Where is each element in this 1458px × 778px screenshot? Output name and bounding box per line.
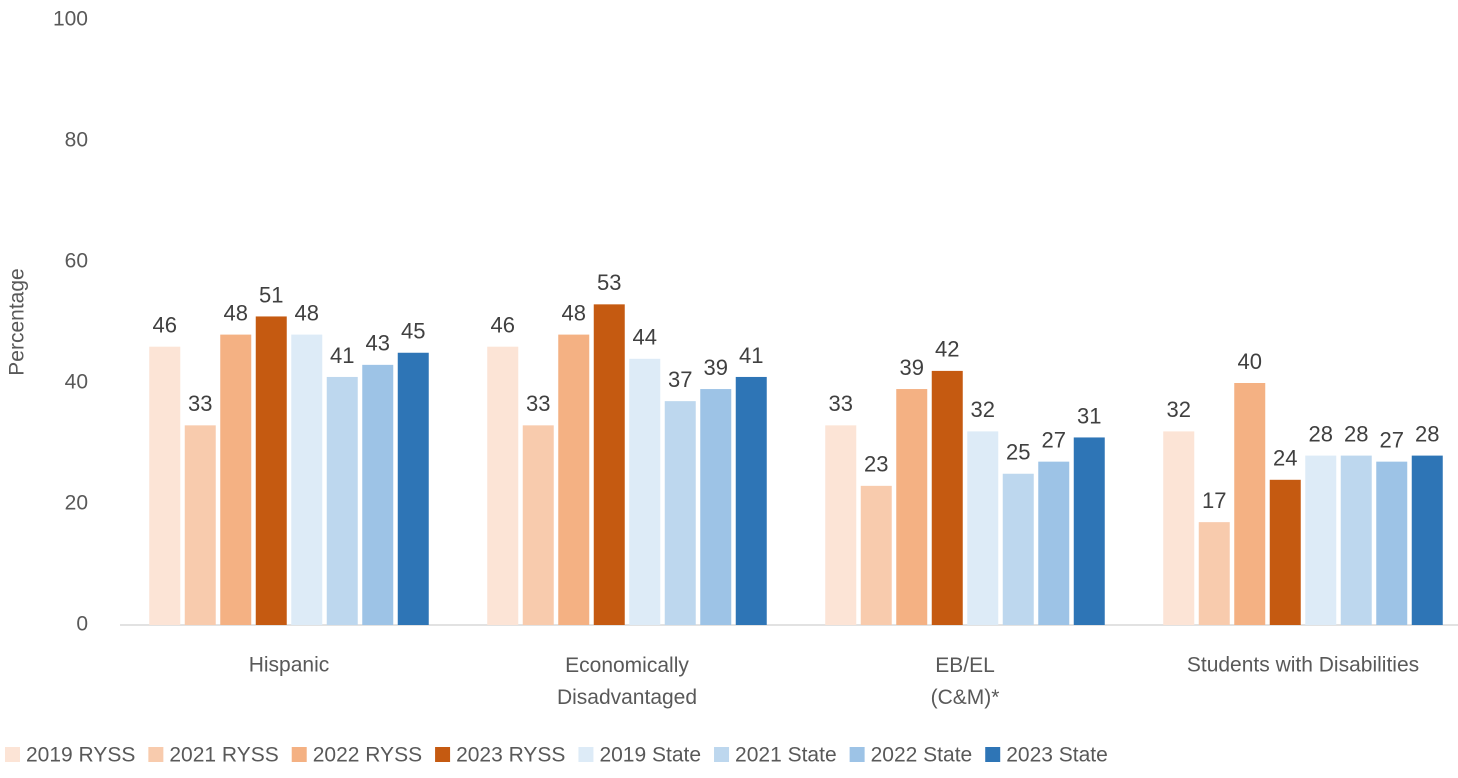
data-label: 53: [597, 270, 621, 295]
bar: [1234, 383, 1266, 625]
data-label: 24: [1273, 446, 1297, 471]
data-label: 17: [1202, 488, 1226, 513]
bar: [1038, 461, 1070, 625]
legend-swatch: [435, 747, 451, 762]
bar: [1376, 461, 1408, 625]
legend-label: 2022 RYSS: [313, 744, 422, 767]
data-label: 39: [900, 355, 924, 380]
legend-swatch: [578, 747, 594, 762]
data-label: 46: [153, 313, 177, 338]
data-label: 32: [1167, 397, 1191, 422]
data-label: 46: [491, 313, 515, 338]
data-label: 31: [1077, 403, 1101, 428]
x-tick-label: Hispanic: [249, 654, 330, 677]
bar: [1002, 473, 1034, 625]
legend-swatch: [5, 747, 20, 762]
data-label: 41: [739, 343, 763, 368]
bar: [1269, 479, 1301, 625]
bar: [255, 316, 287, 625]
data-label: 33: [188, 391, 212, 416]
legend-label: 2021 State: [735, 744, 837, 767]
legend-swatch: [985, 747, 1001, 762]
legend-label: 2021 RYSS: [169, 744, 278, 767]
bar: [1340, 455, 1372, 625]
y-tick-label: 40: [65, 371, 88, 394]
data-label: 33: [829, 391, 853, 416]
bar: [397, 352, 429, 625]
legend-label: 2019 RYSS: [26, 744, 135, 767]
data-label: 51: [259, 282, 283, 307]
data-label: 27: [1042, 427, 1066, 452]
x-tick-label: Students with Disabilities: [1187, 654, 1419, 677]
x-tick-label: Economically Disadvantaged: [557, 654, 697, 709]
y-axis-label: Percentage: [6, 268, 29, 375]
bar: [735, 376, 767, 625]
legend-label: 2022 State: [871, 744, 973, 767]
bar: [326, 376, 358, 625]
data-label: 41: [330, 343, 354, 368]
legend-label: 2023 State: [1006, 744, 1108, 767]
data-label: 27: [1380, 427, 1404, 452]
y-tick-label: 100: [53, 8, 88, 31]
bar: [664, 401, 696, 625]
data-label: 48: [562, 300, 586, 325]
bar: [967, 431, 999, 625]
data-label: 28: [1415, 421, 1439, 446]
bar: [1305, 455, 1337, 625]
bar: [558, 334, 590, 625]
bar: [860, 485, 892, 625]
bar: [1163, 431, 1195, 625]
bar: [362, 364, 394, 625]
data-label: 42: [935, 337, 959, 362]
bar: [184, 425, 216, 625]
y-tick-label: 20: [65, 492, 88, 515]
bar: [593, 304, 625, 625]
bar: [896, 389, 928, 625]
bar: [1073, 437, 1105, 625]
data-label: 48: [224, 300, 248, 325]
bar: [522, 425, 554, 625]
bar: [931, 370, 963, 625]
y-tick-label: 60: [65, 250, 88, 273]
data-label: 45: [401, 319, 425, 344]
bar: [149, 346, 181, 625]
data-label: 48: [295, 300, 319, 325]
data-label: 43: [366, 331, 390, 356]
bar: [1411, 455, 1443, 625]
y-tick-label: 80: [65, 129, 88, 152]
data-label: 37: [668, 367, 692, 392]
legend-swatch: [849, 747, 865, 762]
bar: [629, 358, 661, 625]
legend-swatch: [148, 747, 164, 762]
bar: [700, 389, 732, 625]
data-label: 23: [864, 452, 888, 477]
data-label: 39: [704, 355, 728, 380]
data-label: 28: [1344, 421, 1368, 446]
data-label: 25: [1006, 440, 1030, 465]
bar: [291, 334, 323, 625]
legend-label: 2023 RYSS: [456, 744, 565, 767]
legend-swatch: [291, 747, 307, 762]
data-label: 40: [1238, 349, 1262, 374]
y-tick-label: 0: [76, 613, 88, 636]
data-label: 32: [971, 397, 995, 422]
legend-swatch: [714, 747, 730, 762]
x-tick-label: EB/EL (C&M)*: [931, 654, 1000, 709]
data-label: 33: [526, 391, 550, 416]
legend-label: 2019 State: [599, 744, 701, 767]
bar: [825, 425, 857, 625]
bar: [487, 346, 519, 625]
bar: [220, 334, 252, 625]
bar: [1198, 522, 1230, 625]
data-label: 28: [1309, 421, 1333, 446]
data-label: 44: [633, 325, 657, 350]
